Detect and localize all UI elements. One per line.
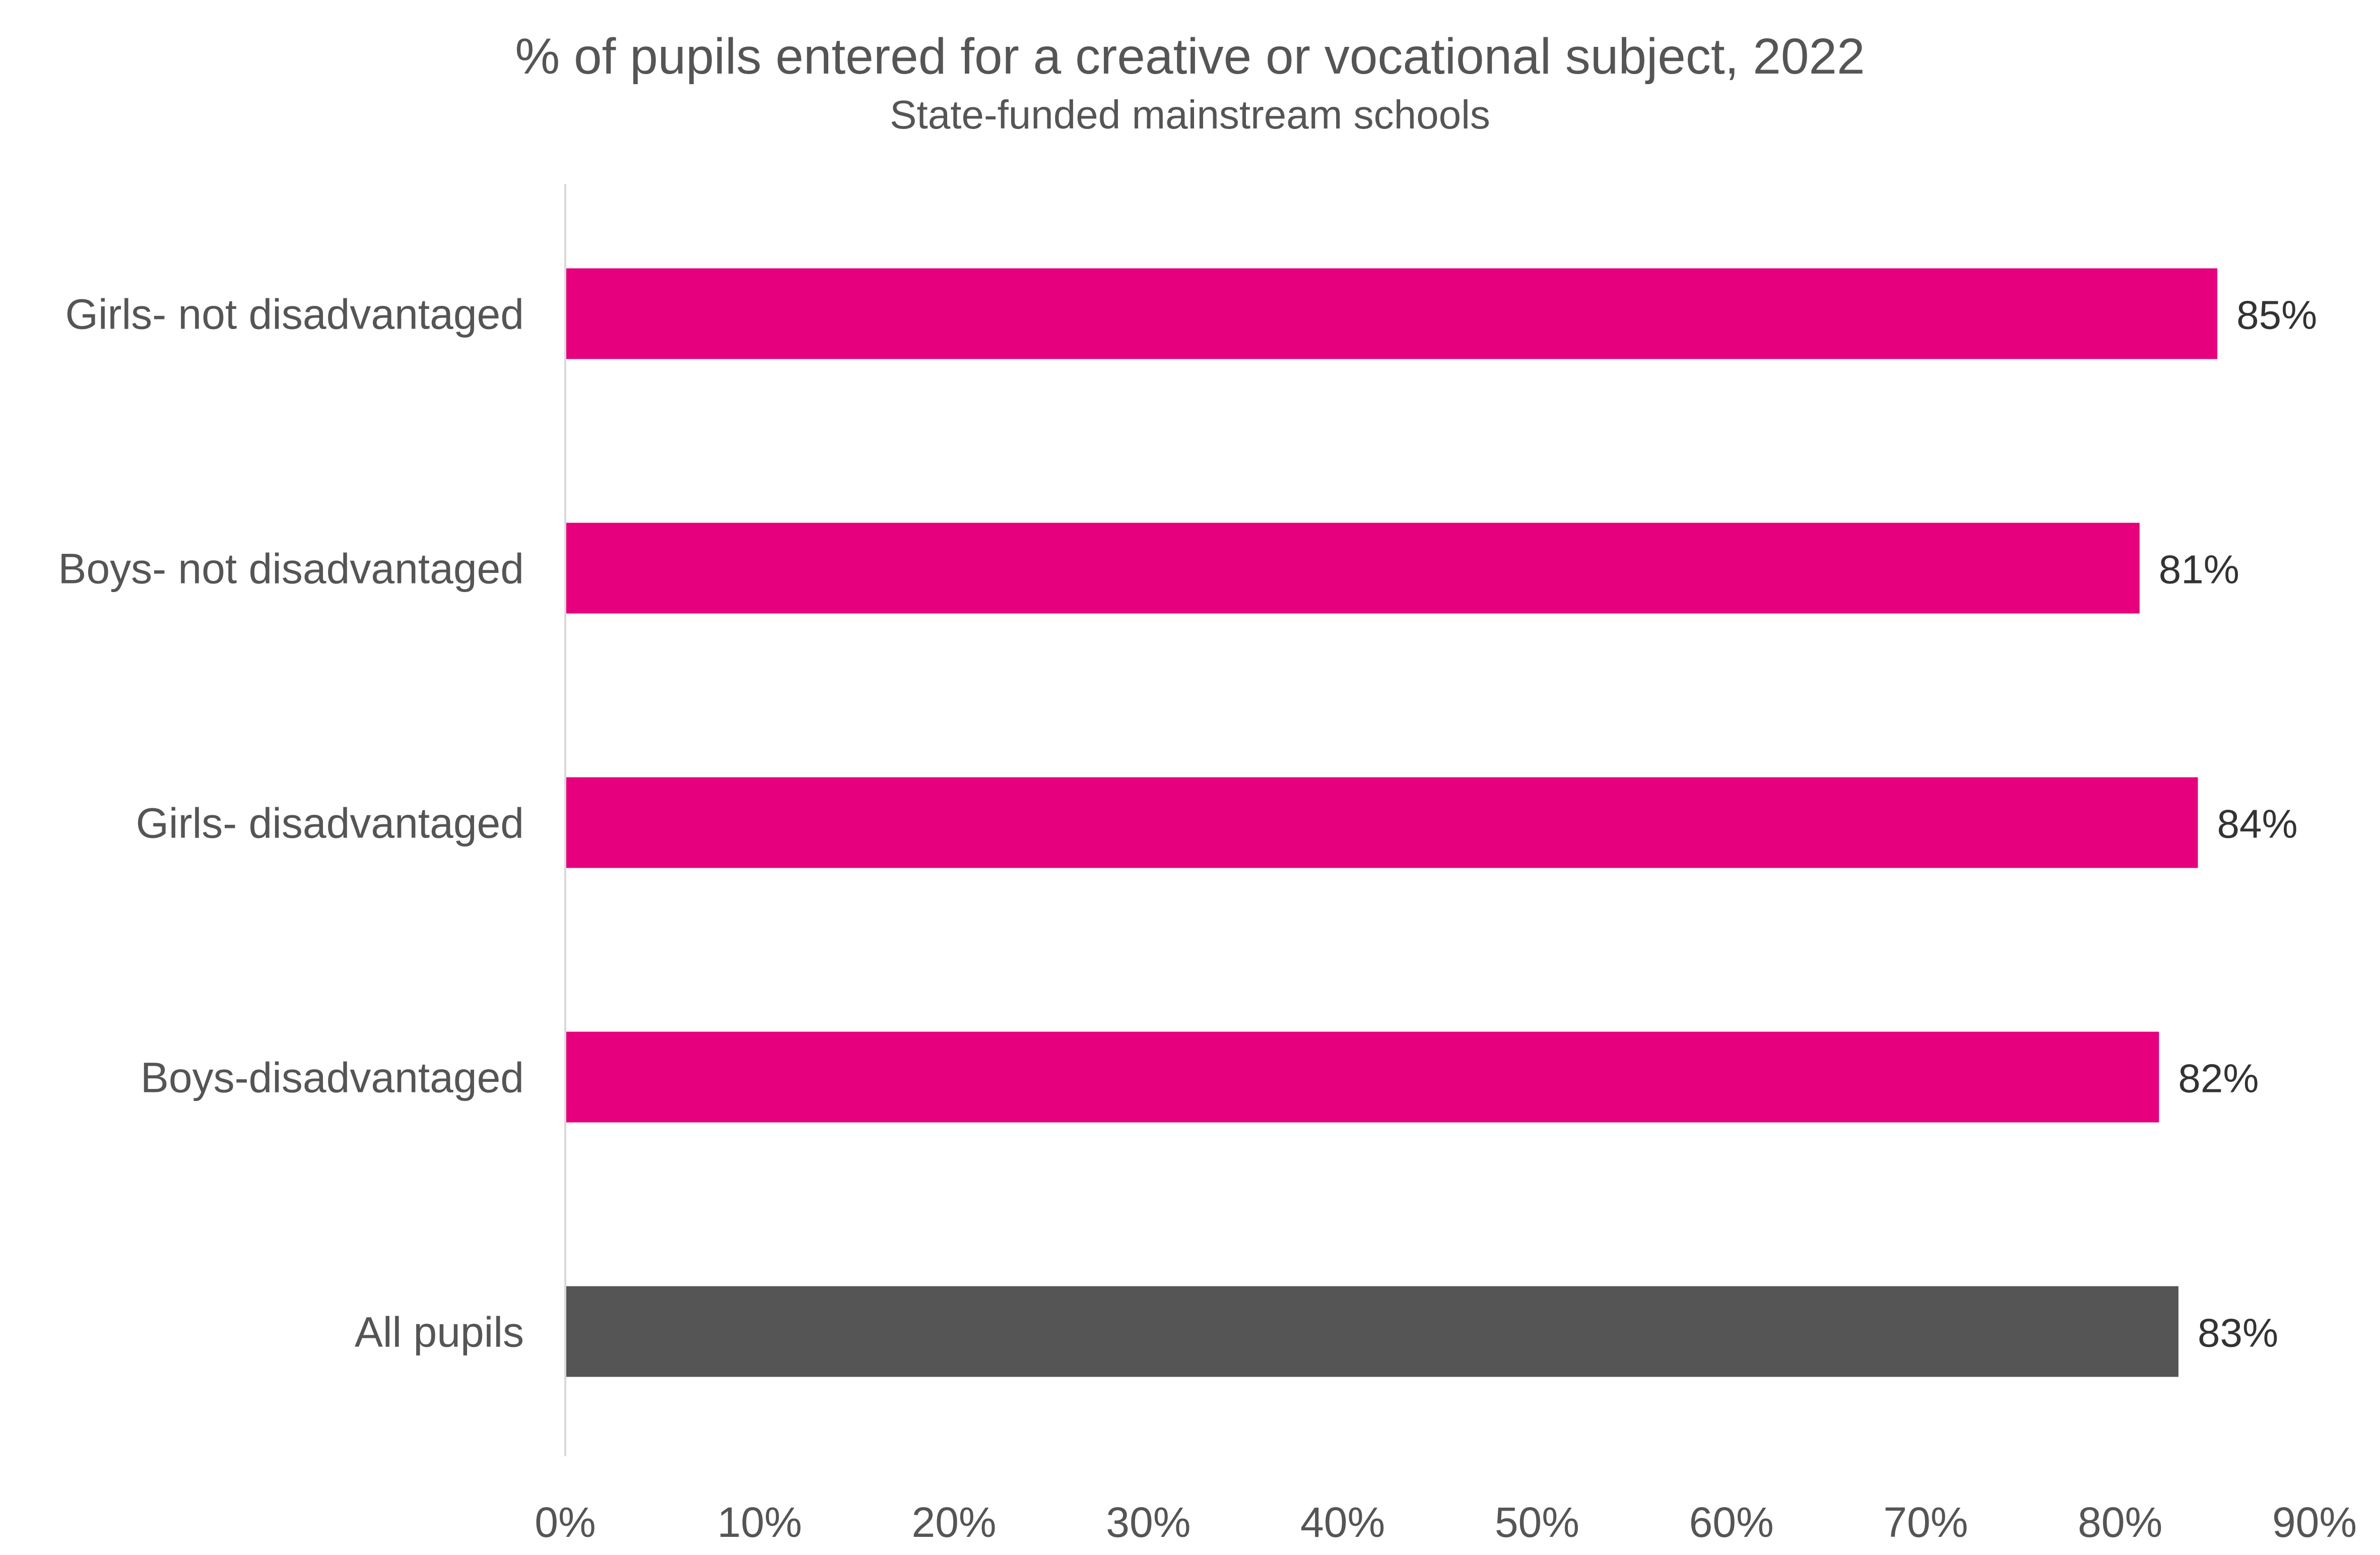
axis-layer: 0% 10% 20% 30% 40% 50% 60% 70% 80% 90%: [535, 184, 2357, 1546]
data-label: 82%: [2178, 1056, 2259, 1101]
bars-layer: [566, 268, 2218, 1377]
x-tick-label: 30%: [1106, 1499, 1191, 1546]
category-label: All pupils: [355, 1309, 524, 1356]
data-label: 84%: [2217, 802, 2298, 847]
chart-title: % of pupils entered for a creative or vo…: [515, 28, 1865, 85]
x-tick-label: 60%: [1689, 1499, 1774, 1546]
data-label: 85%: [2236, 293, 2317, 338]
bar: [566, 1031, 2159, 1123]
labels-layer: Girls- not disadvantaged 85% Boys- not dis…: [58, 291, 2317, 1356]
x-tick-label: 50%: [1495, 1499, 1579, 1546]
bar: [566, 523, 2140, 614]
x-tick-label: 90%: [2272, 1499, 2357, 1546]
x-tick-label: 80%: [2078, 1499, 2162, 1546]
category-label: Boys- not disadvantaged: [58, 545, 524, 593]
x-tick-label: 70%: [1883, 1499, 1968, 1546]
chart-subtitle: State-funded mainstream schools: [890, 92, 1490, 137]
x-tick-label: 0%: [535, 1499, 596, 1546]
x-tick-label: 40%: [1300, 1499, 1385, 1546]
bar: [566, 1286, 2178, 1377]
bar: [566, 777, 2198, 868]
bar: [566, 268, 2218, 359]
category-label: Boys-disadvantaged: [141, 1054, 524, 1102]
x-tick-label: 20%: [911, 1499, 996, 1546]
data-label: 83%: [2198, 1311, 2278, 1355]
category-label: Girls- disadvantaged: [136, 800, 524, 847]
category-label: Girls- not disadvantaged: [65, 291, 524, 338]
data-label: 81%: [2159, 547, 2239, 592]
x-tick-label: 10%: [717, 1499, 802, 1546]
